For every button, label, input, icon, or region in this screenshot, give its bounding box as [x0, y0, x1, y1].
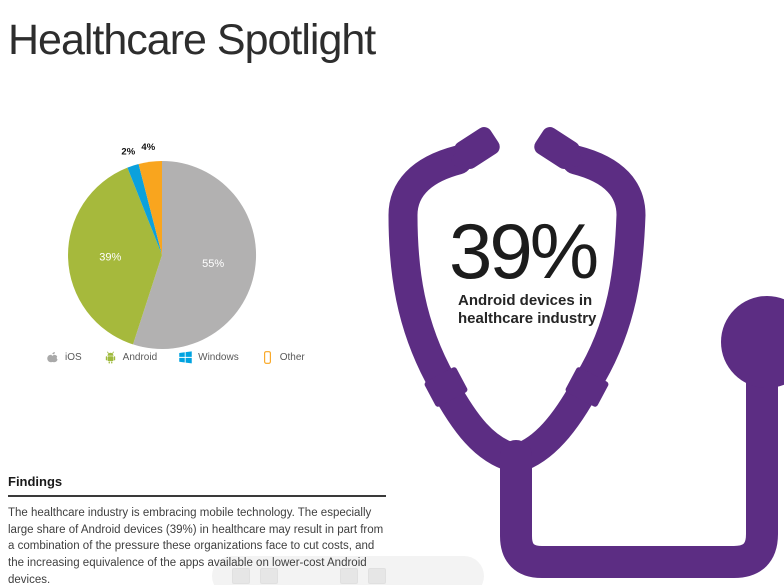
findings-divider [8, 495, 386, 497]
pie-slice-other [138, 161, 162, 255]
legend-item-windows: Windows [178, 350, 239, 365]
callout-caption: Android devices in healthcare industry [458, 292, 596, 328]
pie-slice-windows [127, 164, 162, 255]
faint-toolbar-icon[interactable] [368, 568, 386, 584]
findings-heading: Findings [8, 474, 63, 489]
legend-label-other: Other [279, 352, 305, 363]
pie-label-ios: 55% [202, 258, 224, 270]
pie-slice-ios [133, 160, 257, 349]
device-share-pie-chart: 55% 39% 2% 4% [68, 142, 257, 349]
phone-icon [263, 351, 271, 364]
callout-caption-line1: Android devices in [458, 292, 593, 309]
faint-toolbar-icon[interactable] [232, 568, 250, 584]
pie-label-android: 39% [99, 252, 121, 264]
pie-label-other: 4% [141, 142, 155, 153]
apple-icon [47, 352, 60, 363]
earpiece-right [534, 127, 580, 169]
windows-icon [179, 351, 192, 364]
chest-piece [721, 296, 784, 388]
legend-label-windows: Windows [198, 352, 239, 363]
legend-label-ios: iOS [65, 352, 82, 363]
faint-toolbar-icon[interactable] [340, 568, 358, 584]
earpiece-left [454, 127, 500, 169]
legend-item-ios: iOS [45, 350, 82, 365]
stethoscope-graphic [388, 127, 784, 578]
pie-legend: iOS Android Windows [45, 350, 305, 365]
callout-value: 39% [449, 207, 599, 295]
pie-label-windows: 2% [121, 146, 135, 157]
legend-item-android: Android [103, 350, 157, 365]
findings-section: Findings The healthcare industry is embr… [8, 474, 386, 585]
pie-slice-android [68, 167, 162, 345]
faint-toolbar-icon[interactable] [260, 568, 278, 584]
page-title: Healthcare Spotlight [8, 16, 376, 64]
findings-body: The healthcare industry is embracing mob… [8, 507, 384, 585]
callout-caption-line2: healthcare industry [458, 310, 597, 327]
android-icon [105, 351, 115, 364]
faint-viewer-toolbar [212, 556, 484, 585]
legend-item-other: Other [260, 350, 305, 365]
legend-label-android: Android [122, 352, 158, 363]
